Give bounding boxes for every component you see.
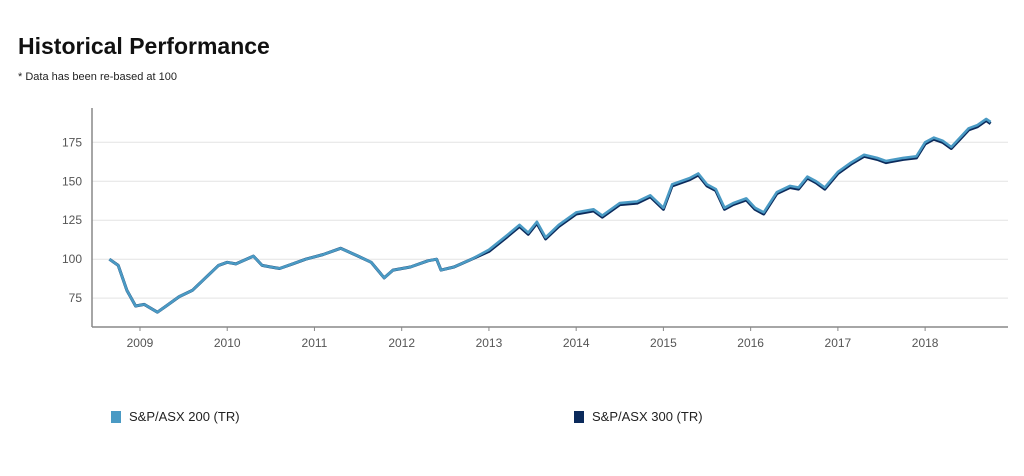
y-tick-label: 175 bbox=[62, 135, 82, 149]
page-subtitle: * Data has been re-based at 100 bbox=[18, 71, 178, 83]
legend-item-asx300[interactable]: S&P/ASX 300 (TR) bbox=[574, 409, 703, 424]
y-tick-label: 125 bbox=[62, 213, 82, 227]
x-tick-label: 2015 bbox=[650, 336, 677, 350]
y-tick-label: 150 bbox=[62, 174, 82, 188]
x-tick-label: 2011 bbox=[302, 336, 328, 350]
x-tick-label: 2013 bbox=[476, 336, 503, 350]
legend-item-asx200[interactable]: S&P/ASX 200 (TR) bbox=[111, 409, 240, 424]
x-tick-label: 2014 bbox=[563, 336, 590, 350]
legend-swatch-asx300 bbox=[574, 410, 584, 423]
x-tick-label: 2017 bbox=[825, 336, 852, 350]
x-tick-label: 2009 bbox=[127, 336, 154, 350]
series-line-asx300 bbox=[108, 119, 992, 314]
y-tick-label: 100 bbox=[62, 252, 82, 266]
y-tick-label: 75 bbox=[69, 291, 83, 305]
x-tick-label: 2016 bbox=[737, 336, 764, 350]
legend-swatch-asx200 bbox=[111, 410, 121, 423]
page-title: Historical Performance bbox=[18, 33, 270, 59]
x-tick-label: 2012 bbox=[388, 336, 415, 350]
x-tick-label: 2018 bbox=[912, 336, 939, 350]
series-line-asx200 bbox=[108, 117, 992, 314]
x-tick-label: 2010 bbox=[214, 336, 241, 350]
legend-label-asx300: S&P/ASX 300 (TR) bbox=[592, 409, 703, 424]
legend-label-asx200: S&P/ASX 200 (TR) bbox=[129, 409, 240, 424]
